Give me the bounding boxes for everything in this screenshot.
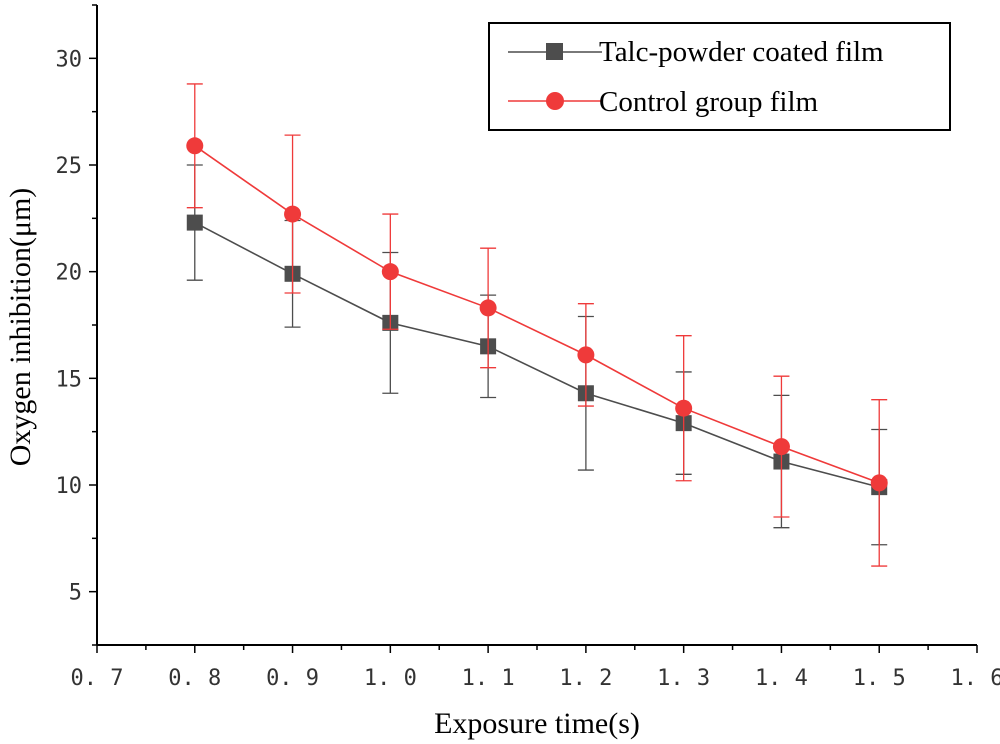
x-tick-label: 0. 7 bbox=[71, 666, 124, 691]
y-axis-ticks: 5 10 15 20 25 30 bbox=[56, 4, 97, 646]
y-tick-label: 25 bbox=[56, 154, 83, 179]
x-tick-label: 1. 5 bbox=[853, 666, 906, 691]
series-line bbox=[194, 145, 880, 484]
y-tick-label: 20 bbox=[56, 261, 83, 286]
legend-label-talc: Talc-powder coated film bbox=[599, 36, 884, 68]
x-tick-label: 1. 1 bbox=[462, 666, 515, 691]
data-point bbox=[381, 263, 399, 281]
data-point bbox=[284, 205, 302, 223]
series-layer bbox=[186, 83, 888, 567]
data-point bbox=[870, 474, 888, 492]
x-tick-label: 1. 2 bbox=[559, 666, 612, 691]
legend-label-control: Control group film bbox=[599, 86, 819, 118]
y-tick-label: 10 bbox=[56, 474, 83, 499]
data-point bbox=[577, 346, 595, 364]
data-point bbox=[186, 137, 204, 155]
y-tick-label: 5 bbox=[69, 581, 82, 606]
series-control bbox=[186, 83, 888, 567]
y-tick-label: 15 bbox=[56, 367, 83, 392]
x-tick-label: 1. 0 bbox=[364, 666, 417, 691]
x-tick-label: 0. 8 bbox=[168, 666, 221, 691]
x-tick-label: 1. 4 bbox=[755, 666, 808, 691]
legend: Talc-powder coated film Control group fi… bbox=[488, 22, 951, 131]
data-point bbox=[479, 299, 497, 317]
legend-marker-control bbox=[546, 92, 564, 110]
x-tick-label: 1. 6 bbox=[951, 666, 1000, 691]
legend-box bbox=[488, 22, 951, 131]
data-point bbox=[772, 438, 790, 456]
y-axis-label: Oxygen inhibition(μm) bbox=[4, 188, 37, 467]
x-tick-label: 1. 3 bbox=[657, 666, 710, 691]
series-line bbox=[194, 221, 880, 488]
x-axis-ticks: 0. 7 0. 8 0. 9 1. 0 1. 1 1. 2 1. 3 1. 4 1. 5 1. 6 bbox=[71, 645, 1000, 691]
y-tick-label: 30 bbox=[56, 47, 83, 72]
data-point bbox=[186, 214, 203, 231]
data-point bbox=[675, 399, 693, 417]
x-tick-label: 0. 9 bbox=[266, 666, 319, 691]
x-axis-label: Exposure time(s) bbox=[434, 707, 640, 740]
legend-marker-talc bbox=[546, 43, 563, 60]
